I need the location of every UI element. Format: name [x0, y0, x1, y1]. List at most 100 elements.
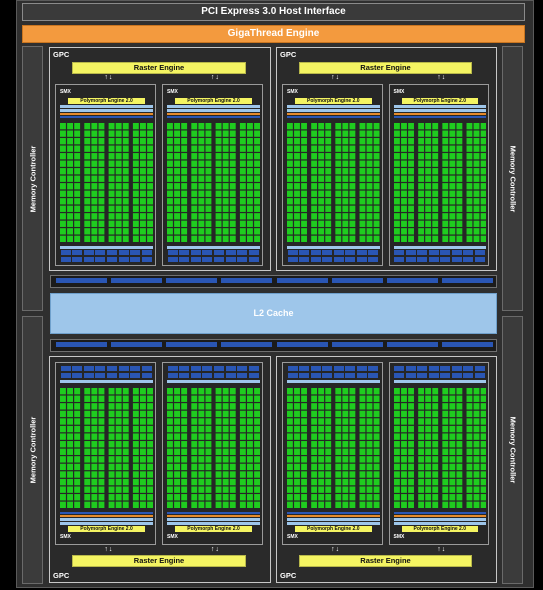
cuda-core — [400, 175, 407, 182]
cuda-core — [311, 198, 318, 205]
cuda-core — [424, 198, 431, 205]
load-store-unit — [141, 250, 152, 255]
cuda-core — [239, 153, 246, 160]
load-store-unit — [141, 373, 152, 378]
memory-interface-cell — [331, 342, 383, 347]
cuda-core — [349, 198, 356, 205]
cuda-core — [424, 494, 431, 501]
cuda-core — [167, 478, 173, 486]
cuda-core — [115, 145, 122, 152]
cuda-core — [366, 403, 373, 410]
cuda-core — [448, 228, 455, 235]
cuda-core — [407, 130, 414, 137]
cuda-core — [98, 153, 105, 160]
cuda-core — [181, 153, 188, 160]
cuda-core — [455, 486, 462, 493]
cuda-core — [287, 494, 293, 501]
cuda-core — [448, 220, 455, 227]
cuda-core — [181, 130, 188, 137]
cuda-core — [115, 175, 122, 182]
cuda-core — [98, 478, 105, 486]
cuda-core — [198, 478, 205, 486]
cuda-core — [91, 388, 98, 395]
cuda-core — [140, 198, 146, 205]
cuda-core — [424, 501, 431, 508]
cuda-core — [294, 388, 300, 395]
cuda-core — [431, 425, 438, 433]
cuda-core — [205, 448, 212, 455]
cuda-core — [318, 175, 325, 182]
load-store-unit — [95, 250, 106, 255]
load-store-unit-row — [60, 257, 153, 263]
cuda-core — [301, 395, 307, 402]
cuda-core — [60, 228, 66, 235]
cuda-core — [222, 205, 229, 212]
cuda-core — [222, 471, 229, 478]
cuda-core — [466, 205, 472, 212]
cuda-core — [67, 494, 73, 501]
cuda-core — [301, 433, 307, 440]
cuda-core — [181, 160, 188, 167]
cuda-core — [325, 441, 332, 448]
cuda-core — [254, 145, 260, 152]
load-store-unit — [141, 366, 152, 371]
cuda-core — [115, 183, 122, 190]
cuda-core — [122, 153, 129, 160]
dispatch-unit-bar — [167, 512, 260, 514]
cuda-core — [325, 425, 332, 433]
cuda-core — [147, 448, 153, 455]
cuda-core — [205, 235, 212, 242]
cuda-core — [254, 130, 260, 137]
cuda-core — [400, 205, 407, 212]
cuda-core — [287, 501, 293, 508]
memory-interface-cell — [386, 278, 438, 283]
cuda-core — [174, 153, 180, 160]
cuda-core — [247, 418, 253, 425]
cuda-core — [373, 433, 380, 440]
cuda-core — [311, 433, 318, 440]
cuda-core — [115, 160, 122, 167]
cuda-core — [311, 220, 318, 227]
cuda-core — [140, 425, 146, 433]
cuda-core — [359, 198, 366, 205]
cuda-core — [74, 123, 81, 130]
cuda-core — [448, 433, 455, 440]
cuda-core — [132, 388, 139, 395]
smx-label: SMX — [393, 534, 405, 540]
raster-engine: Raster Engine — [299, 555, 472, 567]
cuda-core — [108, 494, 115, 501]
load-store-unit — [368, 373, 379, 378]
cuda-core — [480, 463, 486, 471]
cuda-core — [318, 190, 325, 197]
cuda-core — [91, 190, 98, 197]
cuda-core — [335, 463, 342, 471]
cuda-core — [115, 220, 122, 227]
cuda-core — [229, 418, 236, 425]
cuda-core — [318, 183, 325, 190]
cuda-core — [132, 138, 139, 145]
cuda-core — [140, 160, 146, 167]
cuda-core — [455, 153, 462, 160]
cuda-core — [108, 425, 115, 433]
cuda-core — [366, 145, 373, 152]
register-file-bar — [287, 109, 380, 112]
cuda-core — [473, 410, 479, 418]
load-store-unit — [167, 366, 178, 371]
cuda-core — [301, 220, 307, 227]
cuda-core — [91, 205, 98, 212]
cuda-core — [60, 183, 66, 190]
cuda-core — [74, 463, 81, 471]
cuda-core — [349, 456, 356, 463]
cuda-core — [342, 213, 349, 220]
cuda-core — [84, 123, 91, 130]
memory-interface-cell — [111, 342, 163, 347]
cuda-core — [287, 213, 293, 220]
load-store-unit — [428, 373, 439, 378]
cuda-core — [424, 441, 431, 448]
cuda-core — [215, 235, 222, 242]
cuda-core — [147, 228, 153, 235]
load-store-unit — [95, 373, 106, 378]
cuda-core — [455, 228, 462, 235]
cuda-core — [441, 235, 448, 242]
load-store-unit — [225, 257, 236, 262]
